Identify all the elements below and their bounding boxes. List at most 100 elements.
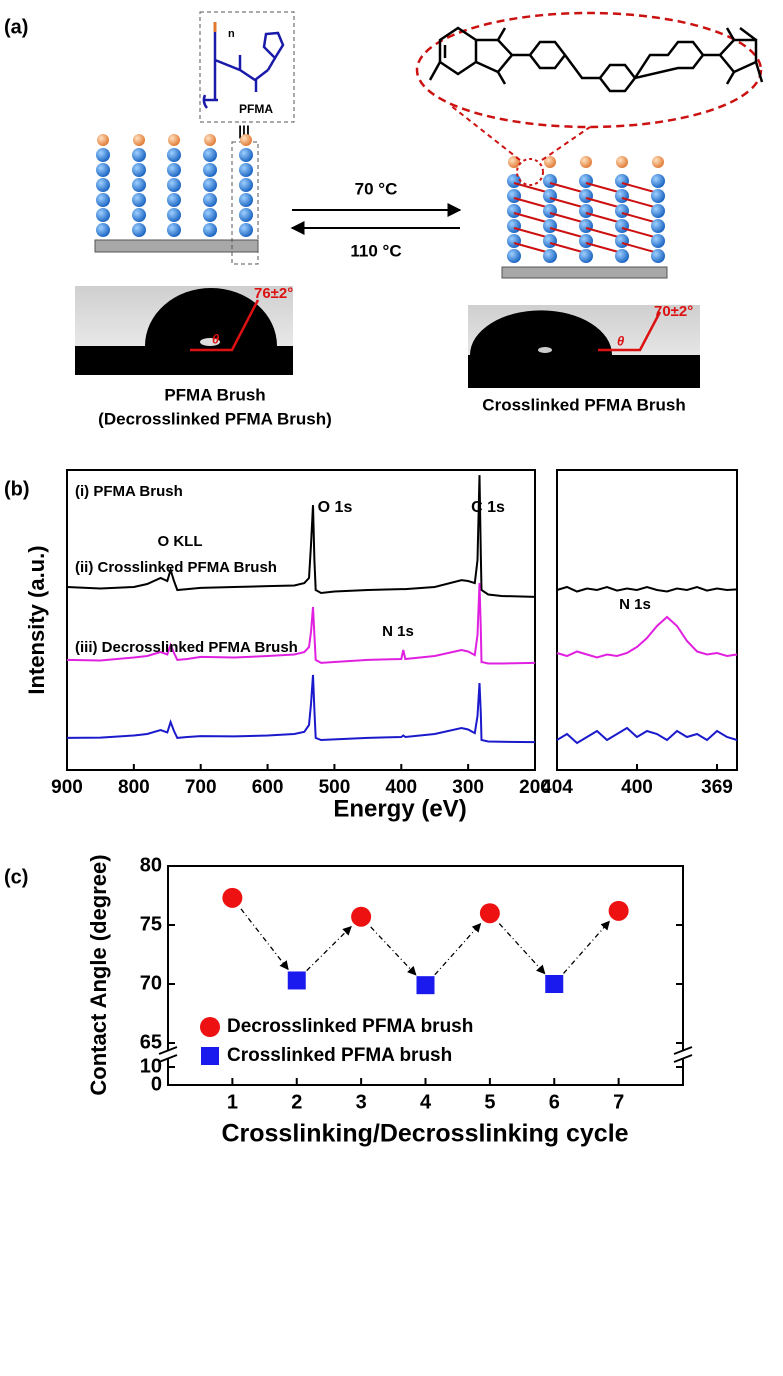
- x-tick-label: 7: [613, 1091, 624, 1113]
- x-tick-label: 6: [549, 1091, 560, 1113]
- bead: [543, 189, 557, 203]
- bead: [579, 249, 593, 263]
- annotation: (ii) Crosslinked PFMA Brush: [75, 559, 277, 576]
- bead: [615, 234, 629, 248]
- bead: [579, 189, 593, 203]
- x-tick-label: 500: [319, 777, 351, 798]
- bead: [507, 204, 521, 218]
- bead: [132, 208, 146, 222]
- crosslink: [585, 242, 623, 254]
- spectrum: [66, 583, 536, 665]
- marker: [479, 903, 500, 924]
- crosslink: [585, 227, 623, 239]
- spectrum: [66, 674, 536, 744]
- chain-box: [231, 141, 259, 265]
- cycle-arrow: [306, 925, 352, 972]
- cycle-arrow: [498, 923, 546, 975]
- spectrum: [556, 726, 738, 745]
- bead-end: [544, 156, 556, 168]
- bead: [239, 208, 253, 222]
- zoom-circle: [516, 158, 544, 186]
- bead: [651, 189, 665, 203]
- annotation: C 1s: [471, 499, 505, 516]
- angle-label: 70±2°: [654, 303, 693, 320]
- repeat-label: n: [228, 28, 235, 40]
- crosslink: [621, 182, 659, 194]
- bead-end: [133, 134, 145, 146]
- bead-end: [97, 134, 109, 146]
- bead: [96, 178, 110, 192]
- bead: [167, 163, 181, 177]
- panel-label: (a): [4, 16, 28, 38]
- bead: [507, 219, 521, 233]
- marker: [222, 887, 243, 908]
- bead-end: [616, 156, 628, 168]
- bead: [543, 204, 557, 218]
- bead-end: [652, 156, 664, 168]
- bead: [167, 193, 181, 207]
- equiv-symbol: |||: [238, 123, 250, 139]
- bead: [96, 223, 110, 237]
- bead: [543, 249, 557, 263]
- bead-end: [204, 134, 216, 146]
- x-axis-title: Crosslinking/Decrosslinking cycle: [221, 1120, 628, 1148]
- brush-chains: [96, 134, 665, 263]
- x-tick-label: 1: [227, 1091, 238, 1113]
- annotation: N 1s: [619, 596, 651, 613]
- angle-lines: [190, 299, 260, 352]
- bead: [507, 174, 521, 188]
- axis-break: [158, 1046, 178, 1063]
- crosslink: [549, 242, 587, 254]
- legend-marker: [200, 1017, 220, 1037]
- x-tick-label: 600: [252, 777, 284, 798]
- panel-label: (c): [4, 866, 28, 888]
- bead: [507, 189, 521, 203]
- plot-frame: [556, 469, 738, 771]
- photo-base: [468, 355, 700, 388]
- bead-end: [580, 156, 592, 168]
- plot-frame: [66, 469, 536, 771]
- y-axis-title: Intensity (a.u.): [24, 545, 49, 694]
- cycle-arrow: [563, 920, 610, 974]
- annotation: O KLL: [158, 533, 203, 550]
- bead: [203, 208, 217, 222]
- crosslink: [621, 197, 659, 209]
- x-tick-label: 200: [519, 777, 551, 798]
- bead: [651, 249, 665, 263]
- annotation: (iii) Decrosslinked PFMA Brush: [75, 639, 298, 656]
- bead: [615, 189, 629, 203]
- x-tick-label: 800: [118, 777, 150, 798]
- crosslinker-structure: [428, 26, 764, 93]
- bead: [203, 223, 217, 237]
- annotation: O 1s: [318, 499, 353, 516]
- axis-break: [673, 1046, 693, 1063]
- y-tick-label: 10: [140, 1055, 162, 1077]
- crosslink: [513, 227, 551, 239]
- bead: [167, 178, 181, 192]
- x-tick-label: 3: [356, 1091, 367, 1113]
- x-tick-label: 900: [51, 777, 83, 798]
- crosslink: [549, 227, 587, 239]
- theta: θ: [212, 331, 219, 346]
- y-tick-label: 80: [140, 854, 162, 876]
- x-tick-label: 2: [291, 1091, 302, 1113]
- bead: [96, 148, 110, 162]
- x-tick-label: 4: [420, 1091, 432, 1113]
- droplet-glare: [538, 347, 552, 353]
- crosslink: [513, 212, 551, 224]
- crosslink: [585, 197, 623, 209]
- bead: [96, 163, 110, 177]
- y-tick-label: 65: [140, 1031, 162, 1053]
- y-tick-label: 75: [140, 913, 162, 935]
- legend-label: Decrosslinked PFMA brush: [227, 1016, 473, 1037]
- marker: [416, 976, 435, 995]
- bead: [132, 178, 146, 192]
- axis-break-gap: [160, 1050, 176, 1059]
- bead: [543, 174, 557, 188]
- bead: [579, 174, 593, 188]
- bead: [96, 208, 110, 222]
- bead-end: [508, 156, 520, 168]
- bead: [579, 219, 593, 233]
- marker: [287, 971, 306, 990]
